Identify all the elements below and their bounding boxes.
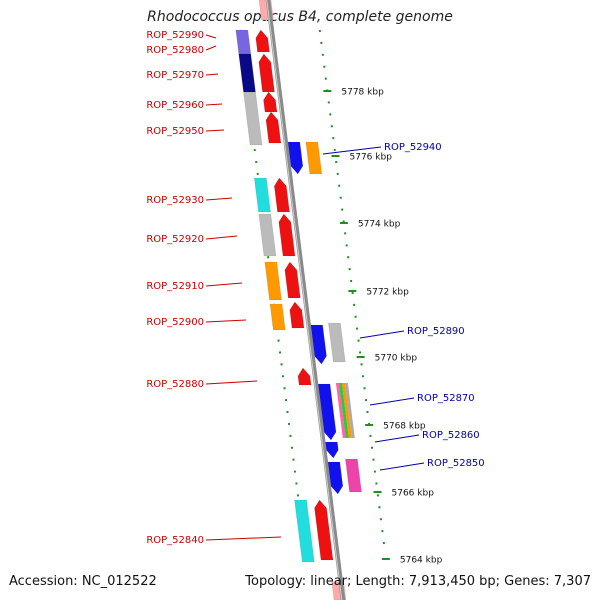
- left-leader-line: [205, 197, 233, 201]
- dot-guides: [238, 29, 386, 551]
- gene-block: [345, 458, 362, 493]
- right-leader-line: [374, 434, 420, 443]
- gene-block: [264, 261, 282, 301]
- right-gene-label[interactable]: ROP_52890: [407, 326, 465, 337]
- scale-tick-label: 5776 kbp: [350, 153, 393, 163]
- right-leader-line: [369, 397, 415, 406]
- left-leader-line: [205, 319, 247, 323]
- gene-block: [253, 177, 271, 213]
- left-gene-label[interactable]: ROP_52970: [146, 70, 204, 81]
- gene-arrow: [297, 367, 312, 386]
- left-leader-line: [205, 34, 217, 39]
- left-gene-label[interactable]: ROP_52980: [146, 45, 204, 56]
- gene-arrow: [255, 29, 270, 53]
- left-leader-line: [205, 45, 217, 51]
- scale-tick-label: 5772 kbp: [366, 288, 409, 298]
- gene-arrow: [265, 111, 282, 144]
- backbone-line: [265, 0, 346, 600]
- gene-arrow: [324, 441, 339, 459]
- right-gene-label[interactable]: ROP_52860: [422, 430, 480, 441]
- gene-arrow: [263, 91, 278, 113]
- right-gene-label[interactable]: ROP_52850: [427, 458, 485, 469]
- scale-ticks: 5778 kbp 5776 kbp 5774 kbp 5772 kbp 5770 kbp…: [323, 88, 443, 566]
- gene-block: [294, 499, 315, 563]
- left-gene-label[interactable]: ROP_52960: [146, 100, 204, 111]
- gene-block: [238, 53, 256, 93]
- gene-block: [243, 91, 263, 146]
- gene-block: [269, 303, 286, 331]
- gene-block: [328, 322, 346, 363]
- gene-block: [305, 141, 323, 175]
- accession-text: Accession: NC_012522: [9, 574, 157, 589]
- gene-block: [258, 213, 277, 257]
- left-gene-label[interactable]: ROP_52950: [146, 126, 204, 137]
- gene-arrow: [273, 177, 290, 213]
- left-leader-line: [205, 73, 219, 76]
- left-gene-label[interactable]: ROP_52930: [146, 195, 204, 206]
- genome-summary-text: Topology: linear; Length: 7,913,450 bp; …: [245, 574, 591, 589]
- left-gene-label[interactable]: ROP_52880: [146, 379, 204, 390]
- right-leader-line: [359, 330, 405, 339]
- left-leader-line: [205, 282, 243, 287]
- left-leader-line: [205, 129, 225, 132]
- left-leader-line: [205, 103, 223, 106]
- scale-tick-label: 5768 kbp: [383, 422, 426, 432]
- left-leader-line: [205, 380, 258, 385]
- scale-tick-label: 5770 kbp: [375, 354, 418, 364]
- left-gene-label[interactable]: ROP_52900: [146, 317, 204, 328]
- gene-arrow: [289, 301, 305, 329]
- gene-arrow: [284, 261, 301, 299]
- gene-labels: ROP_52990 ROP_52980 ROP_52970 ROP_52960 ROP_…: [146, 30, 484, 546]
- scale-tick-label: 5778 kbp: [341, 88, 384, 98]
- scale-tick-label: 5764 kbp: [400, 556, 443, 566]
- left-leader-line: [205, 235, 238, 240]
- right-gene-label[interactable]: ROP_52870: [417, 393, 475, 404]
- genome-title: Rhodococcus opacus B4, complete genome: [147, 9, 453, 25]
- gene-arrow: [278, 213, 296, 257]
- left-gene-label[interactable]: ROP_52920: [146, 234, 204, 245]
- gene-arrow: [314, 499, 334, 561]
- genes: [235, 0, 362, 600]
- gene-block: [235, 29, 252, 55]
- left-gene-label[interactable]: ROP_52840: [146, 535, 204, 546]
- gene-stripe: [341, 383, 352, 438]
- gene-stripe: [344, 383, 355, 438]
- right-gene-label[interactable]: ROP_52940: [384, 142, 442, 153]
- right-leader-line: [322, 146, 382, 155]
- left-leader-line: [205, 536, 282, 541]
- scale-tick-label: 5774 kbp: [358, 220, 401, 230]
- backbone-highlight: [266, 0, 343, 600]
- gene-stripe: [335, 383, 346, 438]
- right-leader-line: [379, 462, 425, 471]
- gene-stripe: [338, 383, 349, 438]
- scale-tick-label: 5766 kbp: [392, 489, 435, 499]
- gene-arrow: [258, 53, 275, 93]
- left-gene-label[interactable]: ROP_52990: [146, 30, 204, 41]
- left-gene-label[interactable]: ROP_52910: [146, 281, 204, 292]
- chromosome-backbone: [265, 0, 346, 600]
